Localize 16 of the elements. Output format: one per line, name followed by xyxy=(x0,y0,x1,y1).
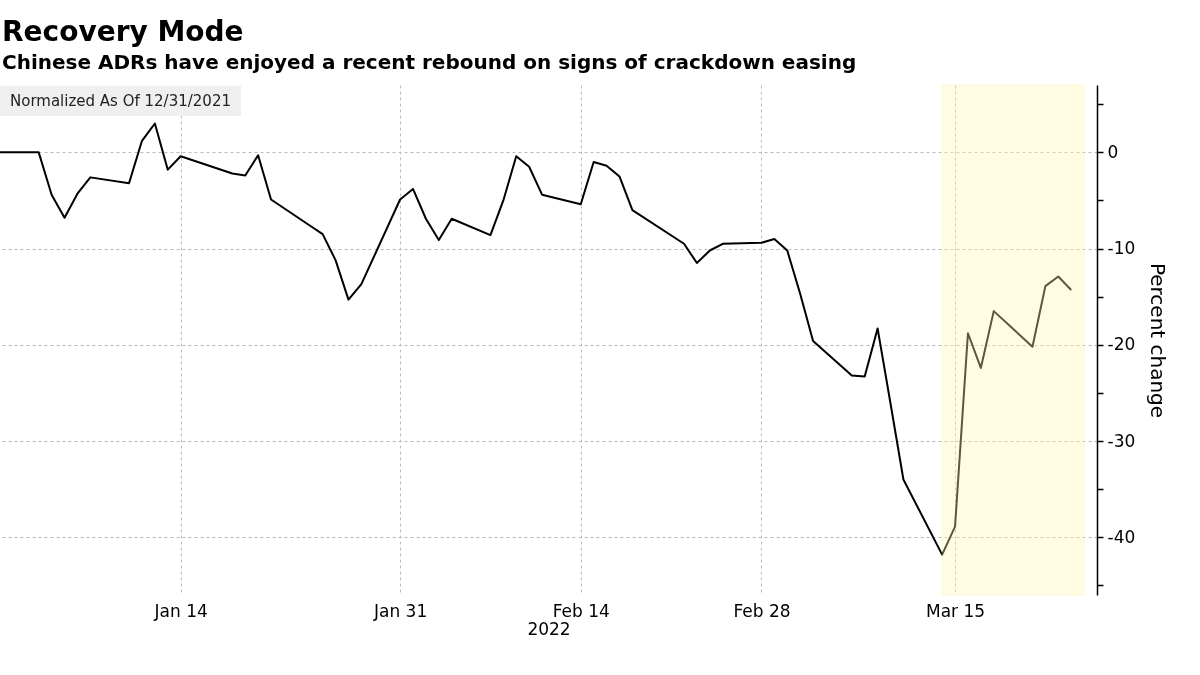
x-tick-label: Jan 14 xyxy=(153,600,208,621)
x-axis-title: 2022 xyxy=(527,618,571,639)
annotation: Normalized As Of 12/31/2021 xyxy=(10,92,231,110)
y-tick-label: -30 xyxy=(1107,430,1136,451)
y-tick-label: -10 xyxy=(1107,238,1136,259)
x-tick-label: Feb 14 xyxy=(552,600,610,621)
chart-title: Recovery Mode xyxy=(2,14,244,48)
x-tick-label: Mar 15 xyxy=(925,600,986,621)
y-tick-label: -40 xyxy=(1107,526,1136,547)
chart-subtitle: Chinese ADRs have enjoyed a recent rebound on signs of crackdown easing xyxy=(2,49,857,74)
line-series xyxy=(0,122,1073,556)
x-tick-label: Feb 28 xyxy=(733,600,791,621)
x-tick-label: Jan 31 xyxy=(372,600,428,621)
y2-axis-title: Percent change xyxy=(1146,262,1171,419)
y-tick-label: 0 xyxy=(1107,141,1119,162)
y-tick-label: -20 xyxy=(1107,334,1136,355)
